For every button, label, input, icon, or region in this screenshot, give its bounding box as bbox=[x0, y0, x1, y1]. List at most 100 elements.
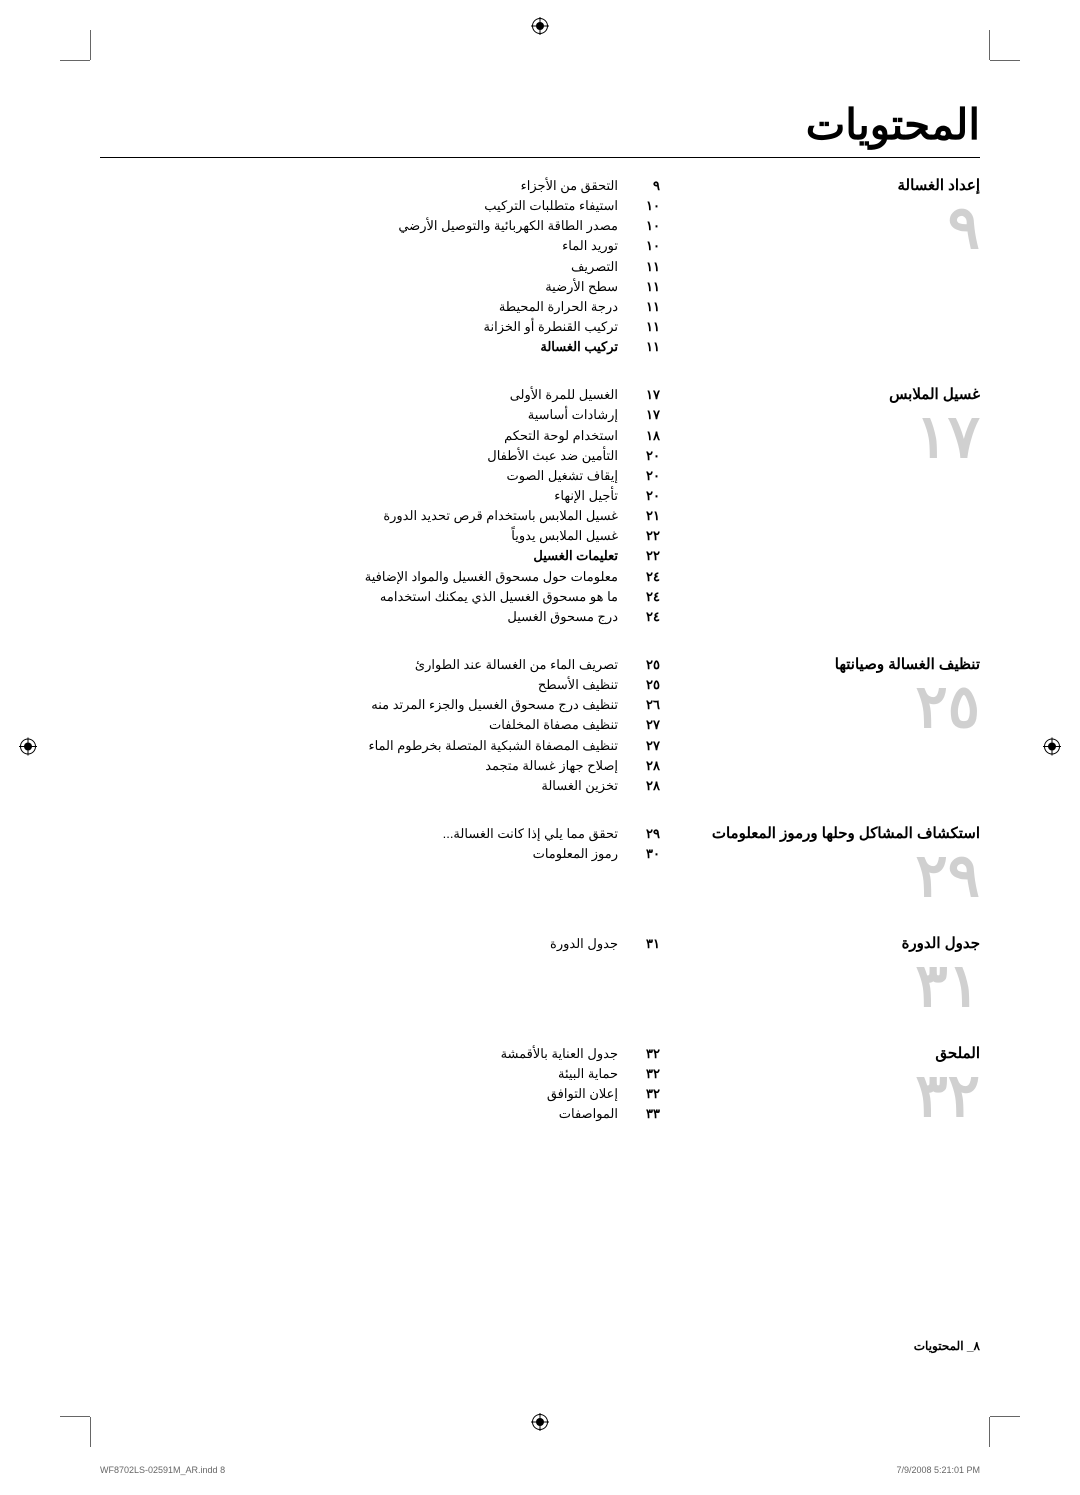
toc-entry: ٢٤معلومات حول مسحوق الغسيل والمواد الإضا… bbox=[100, 567, 660, 587]
entry-title: حماية البيئة bbox=[100, 1064, 618, 1084]
entry-title: جدول العناية بالأقمشة bbox=[100, 1044, 618, 1064]
entry-page-number: ٢٥ bbox=[636, 655, 660, 675]
entry-page-number: ٢١ bbox=[636, 506, 660, 526]
toc-entry: ٢٩ تحقق مما يلي إذا كانت الغسالة... bbox=[100, 824, 660, 844]
entry-title: تخزين الغسالة bbox=[100, 776, 618, 796]
section-title: جدول الدورة bbox=[660, 934, 980, 952]
entry-page-number: ٢٧ bbox=[636, 736, 660, 756]
entry-title: إعلان التوافق bbox=[100, 1084, 618, 1104]
entry-page-number: ٢٤ bbox=[636, 607, 660, 627]
entry-page-number: ١١ bbox=[636, 337, 660, 357]
entry-title: درجة الحرارة المحيطة bbox=[100, 297, 618, 317]
crop-mark bbox=[90, 30, 91, 60]
toc-section: جدول الدورة٣١٣١جدول الدورة bbox=[100, 934, 980, 1016]
entry-page-number: ٩ bbox=[636, 176, 660, 196]
crop-mark bbox=[60, 1416, 90, 1417]
toc-entry: ٣٣ المواصفات bbox=[100, 1104, 660, 1124]
entry-title: إرشادات أساسية bbox=[100, 405, 618, 425]
entry-title: الغسيل للمرة الأولى bbox=[100, 385, 618, 405]
entry-title: التحقق من الأجزاء bbox=[100, 176, 618, 196]
page-title: المحتويات bbox=[100, 100, 980, 158]
toc-entry: ٢٤ درج مسحوق الغسيل bbox=[100, 607, 660, 627]
toc-section: استكشاف المشاكل وحلها ورموز المعلومات٢٩٢… bbox=[100, 824, 980, 906]
toc-entry: ١٨استخدام لوحة التحكم bbox=[100, 426, 660, 446]
toc-entry: ٢٧تنظيف مصفاة المخلفات bbox=[100, 715, 660, 735]
entry-title: تحقق مما يلي إذا كانت الغسالة... bbox=[100, 824, 618, 844]
toc-entry: ١٠ استيفاء متطلبات التركيب bbox=[100, 196, 660, 216]
footer-page-number: ٨_ المحتويات bbox=[914, 1339, 980, 1353]
section-big-number: ٢٥ bbox=[660, 677, 980, 737]
entry-title: تنظيف مصفاة المخلفات bbox=[100, 715, 618, 735]
entry-page-number: ١١ bbox=[636, 257, 660, 277]
entry-title: تنظيف الأسطح bbox=[100, 675, 618, 695]
entry-page-number: ٣٢ bbox=[636, 1044, 660, 1064]
entry-title: المواصفات bbox=[100, 1104, 618, 1124]
toc-entry: ٢٠تأجيل الإنهاء bbox=[100, 486, 660, 506]
crop-mark bbox=[90, 1417, 91, 1447]
toc-entry: ٣٢إعلان التوافق bbox=[100, 1084, 660, 1104]
entry-page-number: ١٠ bbox=[636, 236, 660, 256]
toc-entry: ٢٦تنظيف درج مسحوق الغسيل والجزء المرتد م… bbox=[100, 695, 660, 715]
entries-list: ١٧الغسيل للمرة الأولى١٧إرشادات أساسية١٨ا… bbox=[100, 385, 660, 627]
entry-page-number: ١١ bbox=[636, 297, 660, 317]
entry-page-number: ٢٤ bbox=[636, 587, 660, 607]
entry-page-number: ١٨ bbox=[636, 426, 660, 446]
toc-entry: ٢٥تنظيف الأسطح bbox=[100, 675, 660, 695]
entries-list: ٢٩تحقق مما يلي إذا كانت الغسالة...٣٠رموز… bbox=[100, 824, 660, 906]
toc-section: تنظيف الغسالة وصيانتها٢٥٢٥ تصريف الماء من… bbox=[100, 655, 980, 796]
section-header: الملحق٣٢ bbox=[660, 1044, 980, 1126]
entry-page-number: ١١ bbox=[636, 277, 660, 297]
entry-title: تصريف الماء من الغسالة عند الطوارئ bbox=[100, 655, 618, 675]
toc-entry: ٢٨إصلاح جهاز غسالة متجمد bbox=[100, 756, 660, 776]
crop-mark bbox=[989, 1417, 990, 1447]
entry-page-number: ٣٣ bbox=[636, 1104, 660, 1124]
section-header: غسيل الملابس١٧ bbox=[660, 385, 980, 627]
toc-entry: ٢٢تعليمات الغسيل bbox=[100, 546, 660, 566]
section-header: استكشاف المشاكل وحلها ورموز المعلومات٢٩ bbox=[660, 824, 980, 906]
entry-title: إصلاح جهاز غسالة متجمد bbox=[100, 756, 618, 776]
entry-title: رموز المعلومات bbox=[100, 844, 618, 864]
registration-mark-top bbox=[532, 18, 548, 37]
toc-entry: ٢٨ تخزين الغسالة bbox=[100, 776, 660, 796]
section-header: إعداد الغسالة٩ bbox=[660, 176, 980, 357]
entry-page-number: ٢٤ bbox=[636, 567, 660, 587]
section-big-number: ٢٩ bbox=[660, 846, 980, 906]
toc-section: الملحق٣٢٣٢جدول العناية بالأقمشة٣٢حماية ا… bbox=[100, 1044, 980, 1126]
toc-section: غسيل الملابس١٧١٧ الغسيل للمرة الأولى١٧ إرش… bbox=[100, 385, 980, 627]
entry-page-number: ١٠ bbox=[636, 196, 660, 216]
entry-title: تركيب القنطرة أو الخزانة bbox=[100, 317, 618, 337]
toc-section: إعداد الغسالة٩٩ التحقق من الأجزاء ١٠ استيفا… bbox=[100, 176, 980, 357]
entry-page-number: ٢٠ bbox=[636, 466, 660, 486]
entry-page-number: ٢٩ bbox=[636, 824, 660, 844]
section-big-number: ٩ bbox=[660, 198, 980, 258]
toc-entry: ٩ التحقق من الأجزاء bbox=[100, 176, 660, 196]
entry-page-number: ١٧ bbox=[636, 385, 660, 405]
registration-mark-bottom bbox=[532, 1414, 548, 1433]
print-date: 7/9/2008 5:21:01 PM bbox=[896, 1465, 980, 1475]
entry-title: التصريف bbox=[100, 257, 618, 277]
crop-mark bbox=[60, 60, 90, 61]
entry-title: مصدر الطاقة الكهربائية والتوصيل الأرضي bbox=[100, 216, 618, 236]
entry-title: استيفاء متطلبات التركيب bbox=[100, 196, 618, 216]
entry-title: إيقاف تشغيل الصوت bbox=[100, 466, 618, 486]
entry-page-number: ٢٨ bbox=[636, 776, 660, 796]
section-title: الملحق bbox=[660, 1044, 980, 1062]
toc-entry: ١٧ الغسيل للمرة الأولى bbox=[100, 385, 660, 405]
entry-title: تركيب الغسالة bbox=[100, 337, 618, 357]
entry-title: غسيل الملابس يدوياً bbox=[100, 526, 618, 546]
entry-title: توريد الماء bbox=[100, 236, 618, 256]
entry-page-number: ٢٠ bbox=[636, 446, 660, 466]
entry-page-number: ٣١ bbox=[636, 934, 660, 954]
toc-entry: ١٠ توريد الماء bbox=[100, 236, 660, 256]
entry-title: درج مسحوق الغسيل bbox=[100, 607, 618, 627]
toc-entry: ٣١جدول الدورة bbox=[100, 934, 660, 954]
entry-page-number: ٢٠ bbox=[636, 486, 660, 506]
toc-container: إعداد الغسالة٩٩ التحقق من الأجزاء ١٠ استيفا… bbox=[100, 176, 980, 1126]
toc-entry: ١١ درجة الحرارة المحيطة bbox=[100, 297, 660, 317]
entry-page-number: ٢٢ bbox=[636, 526, 660, 546]
entry-title: ما هو مسحوق الغسيل الذي يمكنك استخدامه bbox=[100, 587, 618, 607]
entry-page-number: ٢٢ bbox=[636, 546, 660, 566]
section-header: تنظيف الغسالة وصيانتها٢٥ bbox=[660, 655, 980, 796]
entry-page-number: ٢٦ bbox=[636, 695, 660, 715]
toc-entry: ١٠مصدر الطاقة الكهربائية والتوصيل الأرضي bbox=[100, 216, 660, 236]
